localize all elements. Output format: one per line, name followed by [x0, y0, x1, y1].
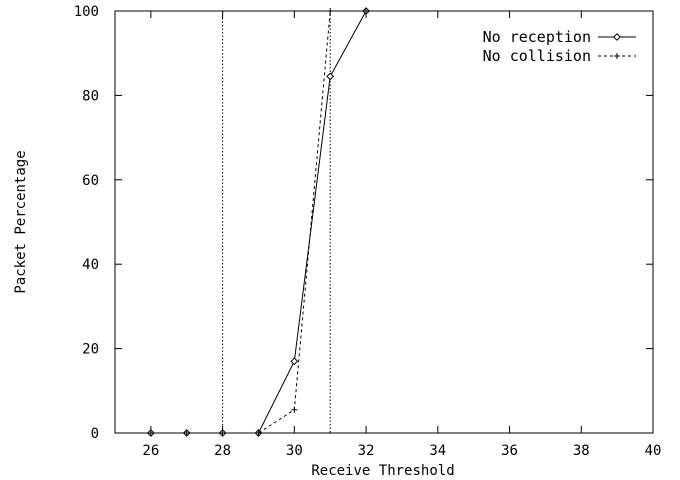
x-tick-label: 40 — [645, 443, 662, 459]
data-point-plus — [147, 430, 154, 436]
data-point-diamond — [613, 33, 621, 41]
legend-label: No reception — [483, 28, 591, 46]
x-tick-label: 34 — [429, 443, 446, 459]
y-tick-label: 0 — [91, 426, 99, 442]
data-point-diamond — [326, 72, 335, 81]
y-tick-label: 100 — [74, 4, 99, 20]
y-tick-label: 60 — [82, 173, 99, 189]
data-point-plus — [363, 8, 370, 14]
plot-area — [114, 10, 654, 434]
data-point-plus — [219, 430, 226, 436]
x-tick-label: 26 — [142, 443, 159, 459]
y-axis-label: Packet Percentage — [13, 150, 29, 293]
series-1 — [146, 7, 370, 437]
x-tick-label: 38 — [573, 443, 590, 459]
x-axis-label: Receive Threshold — [311, 463, 454, 479]
x-tick-label: 28 — [214, 443, 231, 459]
series-layer — [146, 7, 370, 437]
series-2 — [147, 8, 370, 436]
x-tick-label: 32 — [358, 443, 375, 459]
legend-label: No collision — [483, 47, 591, 65]
x-tick-label: 30 — [286, 443, 303, 459]
series-line — [150, 10, 367, 434]
data-point-diamond — [290, 357, 299, 366]
data-point-plus — [255, 430, 262, 436]
data-point-plus — [183, 430, 190, 436]
y-tick-label: 80 — [82, 88, 99, 104]
x-tick-label: 36 — [501, 443, 518, 459]
x-axis: 26 28 30 32 34 36 38 40 — [142, 11, 661, 459]
reference-lines — [222, 11, 331, 433]
y-tick-label: 40 — [82, 257, 99, 273]
data-point-plus — [614, 53, 620, 59]
y-axis: 0 20 40 60 80 100 — [74, 4, 653, 442]
plot-border — [114, 10, 654, 434]
data-point-plus — [327, 8, 334, 14]
y-tick-label: 20 — [82, 342, 99, 358]
series-line — [150, 10, 367, 434]
data-point-plus — [291, 406, 298, 413]
